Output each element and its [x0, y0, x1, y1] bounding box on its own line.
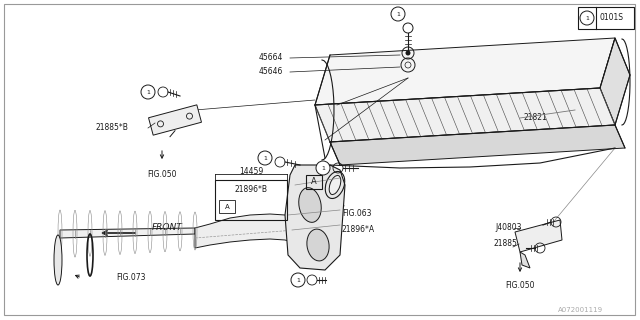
Polygon shape [600, 38, 630, 125]
Text: 14459: 14459 [239, 167, 263, 176]
Text: A: A [225, 204, 229, 210]
Polygon shape [520, 252, 530, 268]
Text: A: A [311, 178, 317, 187]
Polygon shape [315, 38, 615, 105]
Circle shape [291, 273, 305, 287]
Polygon shape [515, 220, 562, 252]
Text: 1: 1 [296, 277, 300, 283]
Text: 1: 1 [263, 156, 267, 161]
Text: 45664: 45664 [259, 53, 283, 62]
Text: 21821: 21821 [523, 114, 547, 123]
Text: FIG.050: FIG.050 [147, 170, 177, 179]
Ellipse shape [54, 235, 62, 285]
Circle shape [141, 85, 155, 99]
Text: 21896*B: 21896*B [234, 185, 268, 194]
Text: A072001119: A072001119 [557, 307, 603, 313]
Ellipse shape [307, 229, 329, 261]
Ellipse shape [299, 188, 321, 222]
Text: J40803: J40803 [495, 223, 522, 233]
Text: FRONT: FRONT [152, 222, 183, 231]
Text: 0101S: 0101S [600, 13, 624, 22]
Polygon shape [285, 165, 345, 270]
Polygon shape [330, 125, 625, 165]
Text: 21896*A: 21896*A [342, 226, 375, 235]
Circle shape [258, 151, 272, 165]
Text: 1: 1 [146, 90, 150, 94]
Polygon shape [148, 105, 202, 135]
Circle shape [391, 7, 405, 21]
Ellipse shape [329, 175, 341, 195]
Text: FIG.073: FIG.073 [116, 274, 145, 283]
Text: 1: 1 [321, 165, 325, 171]
Polygon shape [315, 88, 615, 142]
Text: 1: 1 [585, 15, 589, 20]
Polygon shape [60, 228, 195, 238]
Circle shape [406, 51, 410, 55]
Circle shape [316, 161, 330, 175]
Circle shape [580, 11, 594, 25]
Text: FIG.050: FIG.050 [505, 281, 535, 290]
Text: FIG.063: FIG.063 [342, 209, 371, 218]
Polygon shape [195, 214, 295, 248]
Text: 21885*A: 21885*A [493, 239, 526, 249]
Text: 1: 1 [396, 12, 400, 17]
Text: 21885*B: 21885*B [95, 124, 128, 132]
Text: 45646: 45646 [259, 68, 283, 76]
